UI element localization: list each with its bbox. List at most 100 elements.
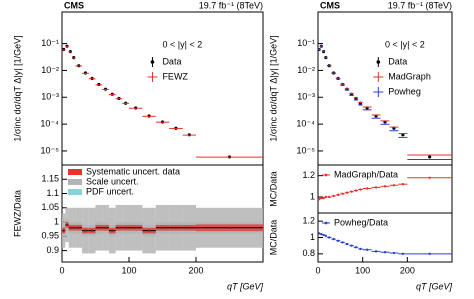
ratio-point: [174, 226, 178, 229]
ratio-point: [350, 244, 353, 247]
chart-title: CMS: [64, 0, 84, 10]
ratio-point: [317, 197, 321, 201]
y-axis-label: 1/σinc dσ/dqT Δ|y| [1/GeV]: [268, 35, 278, 141]
annotation: 0 < |y| < 2: [385, 39, 425, 49]
ratio-point: [341, 241, 344, 244]
legend-label: PDF uncert.: [86, 186, 134, 196]
ratio-point: [332, 237, 335, 241]
ratio-point: [77, 226, 80, 229]
legend-swatch: [68, 189, 82, 195]
ratio-point: [401, 183, 405, 186]
x-tick-label: 200: [400, 265, 415, 275]
ratio-point: [359, 188, 362, 191]
ratio-point: [354, 246, 358, 249]
ratio-point: [161, 226, 164, 229]
legend-label: Powheg: [388, 86, 421, 96]
ratio-point: [124, 226, 127, 229]
y-tick-label: 1.05: [41, 202, 59, 212]
ratio-point: [320, 233, 323, 236]
y-tick-label: 10⁻¹: [41, 38, 59, 48]
y-tick-label: 1.2: [302, 216, 315, 226]
y-tick-label: 10⁻²: [41, 65, 59, 75]
ratio-point: [97, 226, 101, 229]
legend-swatch: [68, 179, 82, 185]
ratio-point: [350, 190, 353, 193]
ratio-point: [72, 226, 75, 229]
data-point: [428, 155, 432, 159]
legend-marker: [324, 173, 328, 177]
ratio-point: [228, 226, 231, 229]
legend-label: Data: [388, 56, 407, 66]
panel-label: MadGraph/Data: [334, 169, 398, 179]
y-axis-label: MC/Data: [268, 171, 278, 207]
ratio-point: [354, 189, 358, 192]
ratio-point: [374, 186, 378, 189]
y-tick-label: 10⁻⁴: [40, 118, 59, 128]
ratio-point: [69, 226, 72, 229]
ratio-point: [428, 252, 431, 256]
y-tick-label: 1: [310, 232, 315, 242]
ratio-point: [345, 191, 349, 194]
x-axis-label: qT [GeV]: [227, 281, 264, 291]
ratio-point: [365, 248, 369, 251]
y-tick-label: 0.95: [41, 231, 59, 241]
frame: [61, 11, 264, 166]
y-tick-label: 1.1: [46, 188, 59, 198]
x-tick-label: 200: [188, 265, 203, 275]
y-axis-label: 1/σinc dσ/dqT Δ|y| [1/GeV]: [12, 35, 22, 141]
ratio-point: [84, 229, 87, 232]
ratio-point: [90, 229, 94, 232]
frame: [317, 11, 453, 166]
ratio-point: [327, 236, 331, 239]
y-axis-label: FEWZ/Data: [12, 190, 22, 237]
ratio-point: [365, 187, 369, 190]
y-tick-label: 10⁻⁵: [297, 145, 316, 155]
y-tick-label: 1: [54, 216, 59, 226]
ratio-point: [134, 226, 137, 229]
legend-swatch: [68, 169, 82, 175]
chart-title: CMS: [320, 0, 340, 10]
ratio-point: [336, 193, 340, 197]
ratio-point: [324, 234, 328, 238]
y-tick-label: 10⁻³: [297, 92, 315, 102]
x-axis-label: qT [GeV]: [416, 281, 453, 291]
ratio-point: [359, 247, 362, 251]
ratio-point: [336, 239, 340, 242]
legend-label: Data: [162, 56, 181, 66]
annotation: 0 < |y| < 2: [163, 39, 203, 49]
ratio-point: [341, 192, 344, 195]
ratio-point: [62, 229, 65, 232]
ratio-point: [320, 196, 323, 200]
ratio-point: [401, 252, 405, 256]
ratio-point: [332, 194, 335, 198]
ratio-point: [383, 185, 387, 188]
y-tick-label: 1.15: [41, 174, 59, 184]
y-tick-label: 10⁻¹: [297, 38, 315, 48]
data-point: [401, 133, 405, 137]
ratio-point: [188, 226, 191, 229]
x-tick-label: 100: [121, 265, 136, 275]
ratio-point: [383, 251, 387, 254]
x-tick-label: 0: [59, 265, 64, 275]
ratio-point: [345, 242, 349, 246]
ratio-point: [117, 226, 121, 229]
ratio-point: [104, 226, 107, 229]
y-tick-label: 1: [310, 191, 315, 201]
ratio-point: [111, 229, 114, 232]
y-tick-label: 10⁻²: [297, 65, 315, 75]
legend-label: Systematic uncert. data: [86, 166, 180, 176]
ratio-point: [322, 233, 325, 237]
y-tick-label: 10⁻³: [41, 92, 59, 102]
ratio-point: [374, 250, 378, 253]
ratio-point: [65, 223, 69, 227]
legend-label: FEWZ: [162, 71, 188, 81]
ratio-point: [324, 195, 328, 199]
ratio-point: [317, 232, 321, 235]
y-tick-label: 10⁻⁴: [296, 118, 315, 128]
y-tick-label: 0.9: [46, 245, 59, 255]
y-tick-label: 0.8: [302, 248, 315, 258]
ratio-point: [392, 251, 396, 255]
ratio-point: [392, 184, 396, 187]
y-tick-label: 1.2: [302, 170, 315, 180]
